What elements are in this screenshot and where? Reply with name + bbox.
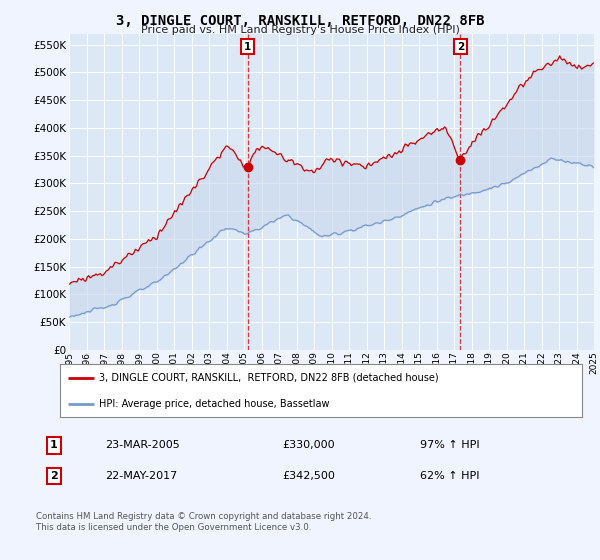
Text: 2: 2 (457, 41, 464, 52)
Text: Price paid vs. HM Land Registry's House Price Index (HPI): Price paid vs. HM Land Registry's House … (140, 25, 460, 35)
Text: 1: 1 (244, 41, 251, 52)
Text: 2: 2 (50, 471, 58, 481)
Text: 22-MAY-2017: 22-MAY-2017 (105, 471, 177, 481)
Text: 3, DINGLE COURT, RANSKILL,  RETFORD, DN22 8FB (detached house): 3, DINGLE COURT, RANSKILL, RETFORD, DN22… (99, 373, 439, 383)
Text: 1: 1 (50, 440, 58, 450)
Text: Contains HM Land Registry data © Crown copyright and database right 2024.
This d: Contains HM Land Registry data © Crown c… (36, 512, 371, 532)
Text: 3, DINGLE COURT, RANSKILL, RETFORD, DN22 8FB: 3, DINGLE COURT, RANSKILL, RETFORD, DN22… (116, 14, 484, 28)
Text: HPI: Average price, detached house, Bassetlaw: HPI: Average price, detached house, Bass… (99, 399, 329, 409)
Text: £342,500: £342,500 (282, 471, 335, 481)
Text: 62% ↑ HPI: 62% ↑ HPI (420, 471, 479, 481)
Text: 23-MAR-2005: 23-MAR-2005 (105, 440, 180, 450)
Text: 97% ↑ HPI: 97% ↑ HPI (420, 440, 479, 450)
Text: £330,000: £330,000 (282, 440, 335, 450)
